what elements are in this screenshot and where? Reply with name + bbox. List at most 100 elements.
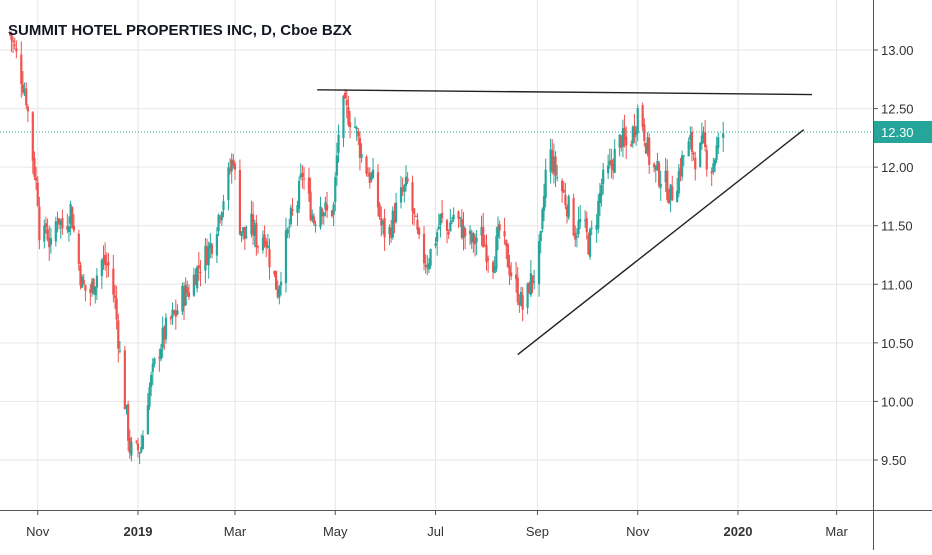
candle-down [508, 265, 511, 276]
candle-down [653, 163, 656, 168]
candle-down [498, 224, 501, 231]
candle-up [579, 218, 582, 223]
candle-down [105, 263, 108, 266]
candle-up [67, 226, 71, 232]
candle-up [621, 128, 625, 147]
candle-up [452, 214, 455, 220]
candle-down [197, 265, 200, 269]
candle-up [676, 190, 679, 203]
candle-up [370, 174, 373, 181]
candle-down [307, 177, 311, 194]
candle-up [388, 227, 391, 235]
candle-down [367, 175, 370, 177]
candle-down [199, 271, 202, 273]
candle-up [595, 224, 598, 230]
candle-down [460, 218, 463, 238]
candle-down [390, 228, 393, 238]
candle-down [274, 270, 278, 290]
candle-up [556, 177, 559, 179]
gridlines [0, 0, 873, 510]
candle-down [66, 226, 69, 230]
candle-down [704, 132, 707, 148]
x-tick-label: Nov [26, 524, 50, 539]
candle-down [15, 48, 18, 52]
candle-up [279, 281, 283, 286]
candle-up [288, 227, 291, 229]
candle-down [491, 262, 495, 272]
candle-down [528, 282, 531, 294]
candle-up [702, 132, 705, 140]
candle-up [125, 405, 128, 410]
candle-up [480, 226, 483, 236]
candle-up [475, 237, 478, 243]
candle-down [57, 218, 61, 225]
candle-up [669, 184, 672, 201]
candle-up [715, 145, 718, 160]
candle-up [659, 183, 662, 188]
candle-up [608, 160, 611, 166]
candle-up [23, 91, 26, 93]
candle-up [360, 154, 363, 158]
candle-up [472, 233, 475, 243]
candle-up [449, 222, 452, 232]
candle-up [588, 229, 592, 257]
candle-down [447, 232, 450, 235]
candle-up [681, 155, 684, 177]
candle-down [325, 204, 329, 211]
candle-down [256, 246, 260, 248]
candle-down [694, 157, 697, 170]
candle-up [459, 217, 462, 219]
candle-up [427, 263, 431, 270]
candle-down [44, 223, 48, 228]
candle-up [230, 159, 233, 172]
candle-down [564, 194, 567, 206]
candle-up [140, 447, 143, 452]
chart-title: SUMMIT HOTEL PROPERTIES INC, D, Cboe BZX [8, 22, 352, 39]
candle-down [238, 170, 242, 235]
candle-down [10, 32, 13, 40]
candle-up [56, 221, 59, 223]
candle-up [600, 185, 603, 196]
candle-up [81, 276, 84, 288]
candle-up [54, 221, 57, 242]
candle-down [487, 258, 490, 261]
candle-down [309, 191, 312, 220]
y-tick-label: 11.00 [881, 277, 913, 292]
candle-up [59, 220, 62, 225]
candle-up [322, 212, 325, 217]
candle-up [130, 441, 133, 456]
candle-down [123, 350, 126, 410]
last-price-box [874, 121, 932, 143]
candle-down [692, 152, 695, 155]
candle-down [376, 172, 380, 208]
candle-up [575, 236, 579, 238]
candle-up [69, 204, 72, 224]
candle-up [371, 169, 375, 178]
candle-down [671, 186, 674, 201]
x-tick-label: 2019 [124, 524, 153, 539]
candle-up [552, 156, 555, 173]
candle-down [441, 212, 444, 219]
candle-down [232, 159, 235, 166]
candle-down [345, 99, 348, 106]
candle-down [302, 178, 306, 180]
candle-down [187, 292, 191, 297]
candle-up [266, 245, 269, 248]
candle-up [164, 317, 168, 340]
candle-down [169, 317, 172, 320]
y-tick-label: 12.50 [881, 102, 914, 117]
candle-down [136, 443, 140, 451]
candle-down [321, 208, 324, 217]
candle-up [159, 348, 163, 360]
candle-down [82, 279, 85, 285]
candle-up [184, 284, 187, 306]
candle-down [485, 245, 488, 262]
candle-down [470, 232, 473, 243]
candle-up [353, 126, 357, 128]
candle-down [641, 105, 644, 127]
y-tick-label: 10.50 [881, 336, 914, 351]
candle-up [215, 234, 219, 256]
candle-down [276, 289, 279, 298]
candle-up [577, 220, 580, 235]
support-trendline [517, 129, 805, 356]
